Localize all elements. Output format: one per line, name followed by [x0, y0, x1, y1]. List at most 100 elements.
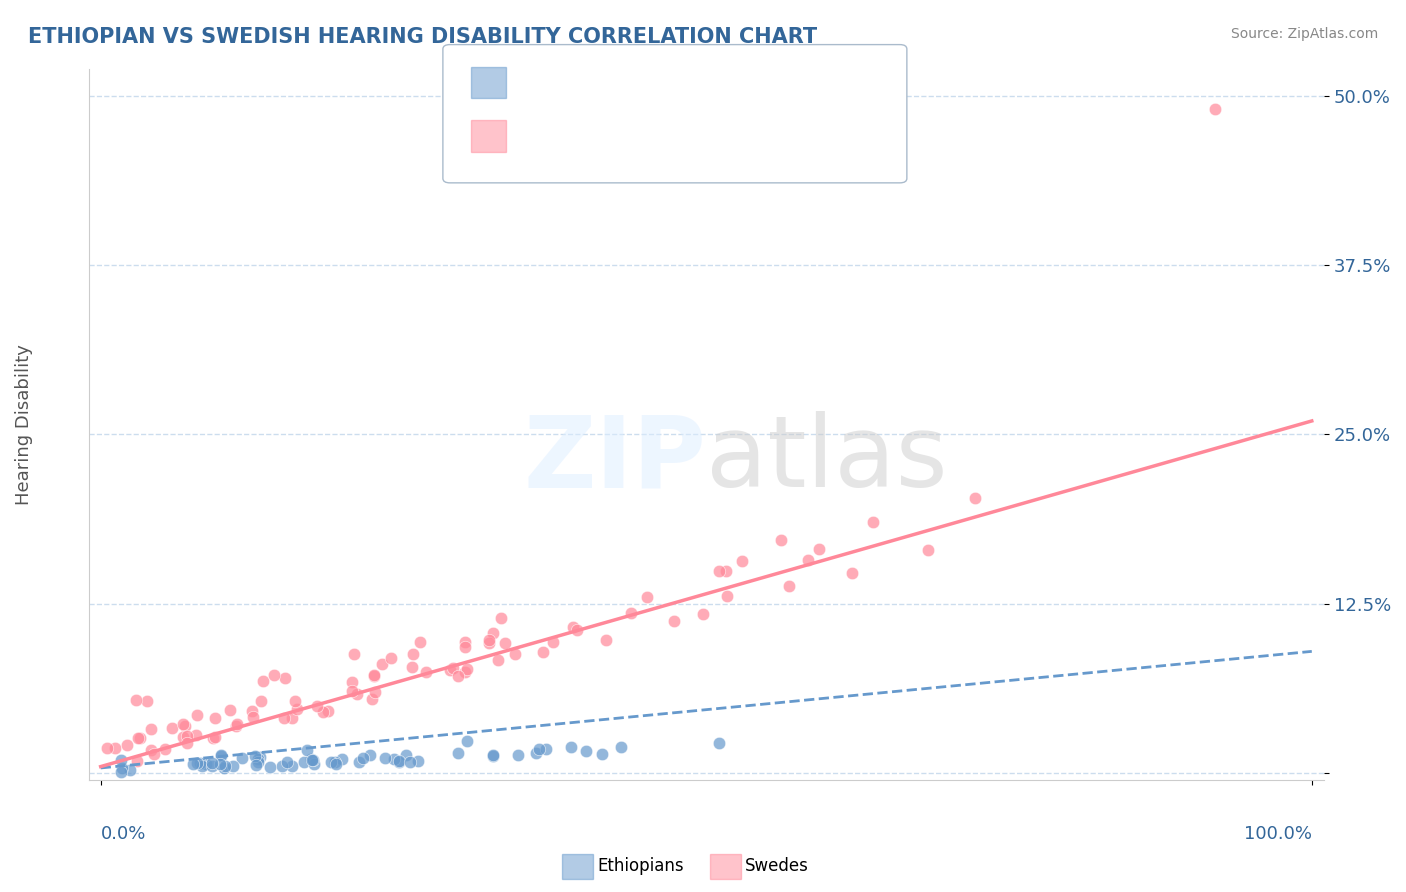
Point: [349, 755, 371, 769]
Point: [441, 661, 464, 675]
Point: [243, 748, 266, 763]
Point: [212, 761, 235, 775]
Point: [478, 636, 501, 650]
Point: [96, 740, 118, 755]
Point: [110, 753, 132, 767]
Point: [249, 749, 271, 764]
Point: [274, 671, 297, 685]
Point: [242, 710, 264, 724]
Point: [204, 711, 226, 725]
Point: [716, 564, 738, 578]
Point: [731, 554, 754, 568]
Point: [409, 635, 432, 649]
Point: [808, 542, 831, 557]
Point: [209, 747, 232, 762]
Point: [316, 704, 339, 718]
Point: [186, 756, 208, 771]
Text: R = 0.218   N = 60: R = 0.218 N = 60: [520, 73, 690, 91]
Point: [245, 757, 267, 772]
Point: [374, 751, 396, 765]
Point: [503, 647, 526, 661]
Point: [692, 607, 714, 621]
Point: [508, 747, 530, 762]
Point: [340, 684, 363, 698]
Point: [454, 635, 477, 649]
Point: [172, 717, 194, 731]
Point: [399, 755, 422, 769]
Point: [862, 515, 884, 529]
Point: [481, 747, 503, 762]
Point: [292, 755, 315, 769]
Point: [363, 668, 385, 682]
Point: [139, 723, 162, 737]
Point: [174, 719, 197, 733]
Text: ZIP: ZIP: [523, 411, 706, 508]
Point: [778, 579, 800, 593]
Point: [965, 491, 987, 506]
Text: R = 0.671   N = 89: R = 0.671 N = 89: [520, 127, 690, 145]
Point: [541, 635, 564, 649]
Point: [562, 619, 585, 633]
Point: [273, 710, 295, 724]
Point: [575, 744, 598, 758]
Point: [160, 721, 183, 735]
Point: [482, 626, 505, 640]
Point: [406, 754, 429, 768]
Point: [104, 740, 127, 755]
Point: [454, 665, 477, 680]
Point: [364, 685, 387, 699]
Point: [636, 590, 658, 604]
Point: [201, 756, 224, 770]
Point: [321, 755, 343, 769]
Point: [340, 674, 363, 689]
Point: [221, 759, 243, 773]
Point: [250, 694, 273, 708]
Point: [565, 623, 588, 637]
Point: [401, 660, 423, 674]
Point: [139, 742, 162, 756]
Point: [208, 756, 231, 771]
Point: [359, 747, 381, 762]
Point: [195, 756, 218, 771]
Point: [252, 673, 274, 688]
Point: [191, 759, 214, 773]
Point: [307, 698, 329, 713]
Point: [486, 653, 509, 667]
Text: Ethiopians: Ethiopians: [598, 857, 685, 875]
Point: [325, 756, 347, 770]
Point: [209, 749, 232, 764]
Point: [330, 752, 353, 766]
Point: [263, 668, 285, 682]
Point: [363, 668, 385, 682]
Point: [246, 752, 269, 766]
Point: [276, 755, 298, 769]
Point: [135, 694, 157, 708]
Point: [125, 754, 148, 768]
Point: [128, 731, 150, 745]
Point: [841, 566, 863, 580]
Point: [231, 750, 253, 764]
Point: [153, 741, 176, 756]
Point: [456, 734, 478, 748]
Point: [186, 707, 208, 722]
Text: Swedes: Swedes: [745, 857, 808, 875]
Point: [796, 553, 818, 567]
Point: [225, 717, 247, 731]
Point: [591, 747, 613, 762]
Point: [1204, 102, 1226, 116]
Point: [343, 648, 366, 662]
Point: [295, 742, 318, 756]
Point: [118, 763, 141, 777]
Point: [225, 719, 247, 733]
Point: [204, 731, 226, 745]
Point: [214, 759, 236, 773]
Point: [201, 731, 224, 745]
Point: [186, 728, 208, 742]
Text: 0.0%: 0.0%: [101, 825, 146, 843]
Y-axis label: Hearing Disability: Hearing Disability: [15, 344, 32, 505]
Point: [280, 710, 302, 724]
Point: [115, 739, 138, 753]
Point: [524, 746, 547, 760]
Point: [127, 731, 149, 746]
Point: [302, 753, 325, 767]
